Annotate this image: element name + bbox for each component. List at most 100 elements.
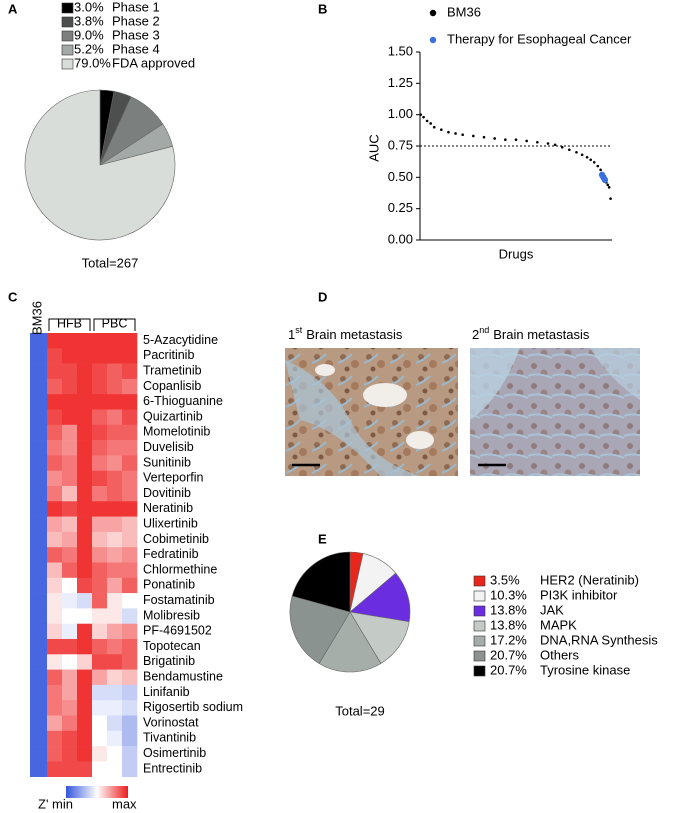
row-label: Duvelisib	[143, 440, 194, 454]
heatmap-cell	[62, 669, 78, 686]
heatmap-cell	[77, 424, 93, 441]
heatmap-cell	[30, 623, 48, 640]
data-point	[606, 183, 610, 187]
heatmap-cell	[122, 761, 138, 777]
heatmap-cell	[92, 700, 108, 716]
heatmap-cell	[92, 577, 108, 594]
heatmap-cell	[62, 333, 78, 349]
heatmap-cell	[30, 348, 48, 364]
title-suffix: nd	[479, 325, 489, 335]
data-point	[504, 138, 507, 142]
heatmap-cell	[47, 761, 63, 777]
heatmap-cell	[77, 394, 93, 410]
heatmap-cell	[122, 623, 138, 640]
data-point	[482, 135, 486, 139]
heatmap-cell	[62, 455, 78, 471]
heatmap-cell	[107, 394, 123, 410]
heatmap-cell	[77, 623, 93, 640]
heatmap-cell	[92, 378, 108, 395]
data-point	[601, 176, 609, 184]
heatmap-cell	[122, 547, 138, 563]
heatmap-cell	[107, 547, 123, 563]
heatmap-cell	[47, 455, 63, 471]
y-tick-label: 0.75	[388, 137, 413, 152]
heatmap-cell	[122, 440, 138, 456]
legend-label: Phase 2	[112, 13, 160, 28]
y-axis-label: AUC	[366, 134, 381, 161]
heatmap-cell	[77, 440, 93, 456]
group-bracket	[93, 318, 136, 331]
heatmap-cell	[77, 639, 93, 655]
row-label: Trametinib	[143, 364, 202, 378]
row-label: 6-Thioguanine	[143, 394, 223, 408]
heatmap-cell	[107, 501, 123, 517]
heatmap-cell	[107, 577, 123, 594]
heatmap-cell	[122, 684, 138, 701]
legend-value: 13.8%	[490, 602, 527, 617]
data-point	[493, 137, 496, 140]
colorbar-min-label: Z' min	[38, 796, 73, 811]
legend-swatch	[61, 30, 74, 42]
heatmap-cell	[47, 501, 63, 517]
heatmap-cell	[30, 684, 48, 701]
heatmap-cell	[107, 684, 123, 701]
heatmap-cell	[62, 516, 78, 533]
heatmap-cell	[77, 486, 93, 502]
data-point	[596, 164, 600, 168]
data-point	[599, 168, 602, 172]
legend-label: HER2 (Neratinib)	[540, 572, 639, 587]
row-label: Ulixertinib	[143, 517, 198, 531]
legend-value: 20.7%	[490, 647, 527, 662]
row-label: Entrectinib	[143, 761, 202, 775]
data-point	[525, 139, 528, 143]
heatmap-cell	[62, 761, 78, 777]
heatmap-cell	[30, 333, 48, 349]
heatmap-cell	[92, 409, 108, 426]
heatmap-cell	[30, 501, 48, 517]
legend-swatch	[61, 58, 74, 70]
heatmap-cell	[122, 669, 138, 686]
heatmap-cell	[30, 424, 48, 441]
heatmap-cell	[47, 486, 63, 502]
heatmap-cell	[122, 608, 138, 624]
heatmap-cell	[122, 516, 138, 533]
heatmap-cell	[92, 516, 108, 533]
legend-value: 9.0%	[74, 27, 104, 42]
legend-label: PI3K inhibitor	[540, 587, 618, 602]
heatmap-cell	[77, 577, 93, 594]
colorbar	[66, 786, 128, 798]
heatmap-cell	[77, 531, 93, 548]
row-label: Cobimetinib	[143, 532, 209, 546]
heatmap-cell	[47, 593, 63, 609]
heatmap-cell	[62, 623, 78, 640]
legend-label: Phase 3	[112, 27, 160, 42]
heatmap-cell	[77, 547, 93, 563]
legend-label: JAK	[540, 602, 564, 617]
data-point	[585, 155, 589, 159]
legend-label: DNA,RNA Synthesis	[540, 632, 658, 647]
title-suffix: st	[295, 325, 303, 335]
heatmap-cell	[47, 394, 63, 410]
heatmap-cell	[122, 470, 138, 487]
legend-label: Therapy for Esophageal Cancer	[447, 31, 632, 46]
pie-slice	[289, 595, 351, 664]
legend-label: Phase 1	[112, 0, 160, 14]
heatmap-cell	[92, 486, 108, 502]
heatmap-cell	[122, 455, 138, 471]
legend-swatch	[473, 620, 486, 632]
legend-marker	[429, 36, 437, 44]
y-tick-label: 1.50	[388, 43, 413, 58]
heatmap-cell	[77, 715, 93, 732]
legend-value: 3.0%	[74, 0, 104, 14]
heatmap-cell	[107, 700, 123, 716]
heatmap-cell	[30, 470, 48, 487]
heatmap-cell	[62, 608, 78, 624]
heatmap-cell	[92, 761, 108, 777]
heatmap-cell	[30, 486, 48, 502]
lumen	[315, 364, 335, 376]
heatmap-cell	[77, 562, 93, 579]
heatmap-cell	[62, 654, 78, 670]
heatmap-cell	[77, 700, 93, 716]
heatmap-cell	[62, 746, 78, 762]
heatmap-cell	[107, 363, 123, 380]
